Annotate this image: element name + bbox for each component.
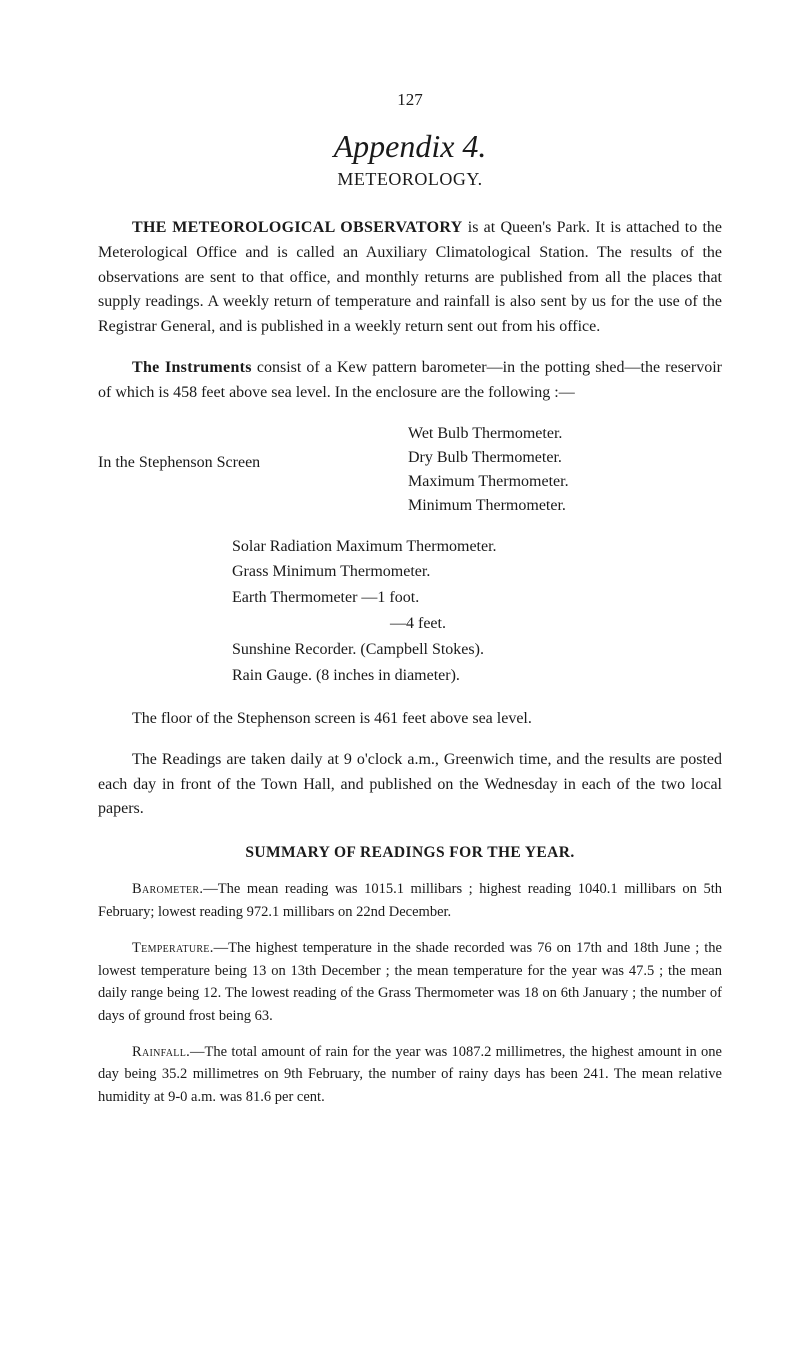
therm-wet-bulb: Wet Bulb Thermometer. bbox=[408, 422, 722, 446]
item-earth-therm-4: —4 feet. bbox=[390, 611, 722, 637]
paragraph-temperature: Temperature.—The highest temperature in … bbox=[98, 937, 722, 1027]
paragraph-readings: The Readings are taken daily at 9 o'cloc… bbox=[98, 748, 722, 822]
item-solar-radiation: Solar Radiation Maximum Thermometer. bbox=[232, 534, 722, 560]
subtitle-meteorology: METEOROLOGY. bbox=[98, 169, 722, 190]
therm-dry-bulb: Dry Bulb Thermometer. bbox=[408, 446, 722, 470]
page-number: 127 bbox=[98, 90, 722, 110]
paragraph-observatory: THE METEOROLOGICAL OBSERVATORY is at Que… bbox=[98, 216, 722, 340]
document-page: 127 Appendix 4. METEOROLOGY. THE METEORO… bbox=[0, 0, 800, 1357]
item-rain-gauge: Rain Gauge. (8 inches in diameter). bbox=[232, 663, 722, 689]
instruments-center-list: Solar Radiation Maximum Thermometer. Gra… bbox=[232, 534, 722, 689]
heading-observatory: THE METEOROLOGICAL OBSERVATORY bbox=[132, 219, 462, 236]
item-sunshine-recorder: Sunshine Recorder. (Campbell Stokes). bbox=[232, 637, 722, 663]
summary-heading: SUMMARY OF READINGS FOR THE YEAR. bbox=[98, 844, 722, 862]
stephenson-items: Wet Bulb Thermometer. Dry Bulb Thermomet… bbox=[408, 422, 722, 518]
item-grass-min: Grass Minimum Thermometer. bbox=[232, 559, 722, 585]
stephenson-label-text: In the Stephenson Screen bbox=[98, 454, 260, 471]
paragraph-rainfall: Rainfall.—The total amount of rain for t… bbox=[98, 1041, 722, 1108]
label-temperature: Temperature. bbox=[132, 940, 214, 956]
heading-instruments: The Instruments bbox=[132, 359, 252, 376]
stephenson-label: In the Stephenson Screen bbox=[98, 422, 408, 472]
paragraph-floor: The floor of the Stephenson screen is 46… bbox=[98, 707, 722, 732]
label-barometer: Barometer. bbox=[132, 881, 203, 897]
paragraph-instruments: The Instruments consist of a Kew pattern… bbox=[98, 356, 722, 406]
stephenson-block: In the Stephenson Screen Wet Bulb Thermo… bbox=[98, 422, 722, 518]
item-earth-therm-1: Earth Thermometer —1 foot. bbox=[232, 585, 722, 611]
body-readings: The Readings are taken daily at 9 o'cloc… bbox=[98, 751, 722, 818]
label-rainfall: Rainfall. bbox=[132, 1044, 190, 1060]
body-observatory: is at Queen's Park. It is attached to th… bbox=[98, 219, 722, 335]
therm-minimum: Minimum Thermometer. bbox=[408, 494, 722, 518]
therm-maximum: Maximum Thermometer. bbox=[408, 470, 722, 494]
body-rainfall: —The total amount of rain for the year w… bbox=[98, 1044, 722, 1105]
paragraph-barometer: Barometer.—The mean reading was 1015.1 m… bbox=[98, 878, 722, 923]
body-floor: The floor of the Stephenson screen is 46… bbox=[132, 710, 532, 727]
appendix-title: Appendix 4. bbox=[98, 128, 722, 165]
